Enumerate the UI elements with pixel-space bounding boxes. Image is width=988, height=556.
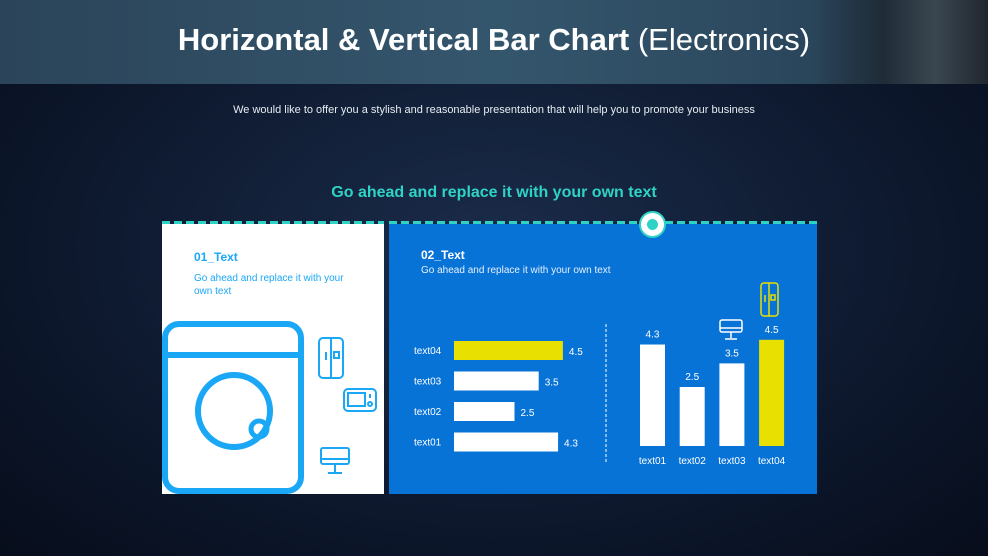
h-bar [454,402,515,421]
v-bar-value-label: 2.5 [685,372,699,383]
h-bar-category-label: text01 [414,438,442,449]
v-bar [759,339,785,446]
h-bar [454,432,559,452]
v-bar-category-label: text04 [758,456,786,467]
v-bar-value-label: 3.5 [725,348,739,359]
page-title: Horizontal & Vertical Bar Chart (Electro… [0,22,988,58]
dashed-divider-left [162,221,384,224]
h-bar-value-label: 2.5 [521,408,535,419]
section-heading: Go ahead and replace it with your own te… [331,184,657,201]
monitor-icon [719,319,743,340]
bar-charts: text04 4.5 text03 3.5 text02 2.5 text01 4.3 4.3 t… [414,282,786,467]
v-bar [640,344,665,446]
v-bar-category-label: text03 [718,456,746,467]
right-card-description: Go ahead and replace it with your own te… [421,265,611,276]
v-bar-category-label: text01 [639,456,667,467]
right-card-title: 02_Text [421,248,465,262]
left-card-title: 01_Text [194,250,238,264]
v-bar [679,387,705,446]
v-bar [719,363,745,446]
dashed-divider-right [389,221,817,224]
h-bar-value-label: 4.5 [569,347,583,358]
appliance-icons [162,321,377,494]
subtitle: We would like to offer you a stylish and… [233,104,755,116]
v-bar-value-label: 4.5 [765,325,779,336]
h-bar-value-label: 4.3 [564,439,578,450]
right-card: 02_Text Go ahead and replace it with you… [389,224,817,494]
v-bar-value-label: 4.3 [646,330,660,341]
washing-machine-icon [162,321,304,494]
h-bar-category-label: text02 [414,407,442,418]
microwave-icon [343,388,377,412]
left-card-description: Go ahead and replace it with your own te… [194,273,344,297]
h-bar [454,371,539,391]
refrigerator-icon [760,282,779,317]
h-bar-value-label: 3.5 [545,378,559,389]
pin-marker [639,211,666,238]
refrigerator-icon [318,337,344,379]
title-bold: Horizontal & Vertical Bar Chart [177,22,630,57]
h-bar [454,341,563,360]
title-light: (Electronics) [637,22,811,57]
h-bar-category-label: text04 [414,346,442,357]
h-bar-category-label: text03 [414,377,442,388]
left-card: 01_Text Go ahead and replace it with you… [162,224,384,494]
header-photo [813,0,988,84]
v-bar-category-label: text02 [679,456,707,467]
monitor-icon [320,447,350,474]
header-banner [0,0,988,84]
